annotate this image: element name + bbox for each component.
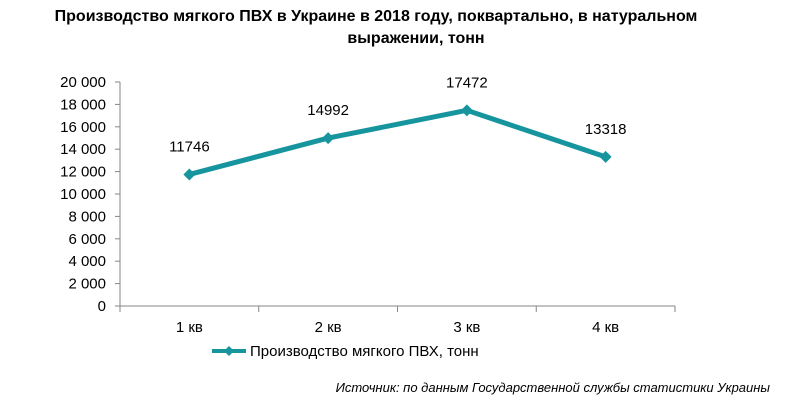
chart-title-line-2: выражении, тонн — [347, 30, 485, 47]
data-point-marker — [460, 104, 473, 117]
y-tick-label: 0 — [98, 298, 106, 315]
y-tick-label: 4 000 — [68, 253, 106, 270]
source-note: Источник: по данным Государственной служ… — [335, 380, 770, 395]
y-tick-label: 14 000 — [60, 141, 106, 158]
y-tick-label: 10 000 — [60, 186, 106, 203]
x-tick-label: 4 кв — [592, 319, 619, 336]
y-tick-label: 20 000 — [60, 74, 106, 91]
x-tick-label: 1 кв — [176, 319, 203, 336]
y-tick-label: 12 000 — [60, 164, 106, 181]
chart-title-line-1: Производство мягкого ПВХ в Украине в 201… — [54, 8, 698, 25]
data-label: 11746 — [169, 138, 210, 155]
y-tick-label: 18 000 — [60, 96, 106, 113]
data-label: 13318 — [585, 121, 627, 138]
data-label: 17472 — [446, 74, 488, 91]
y-tick-label: 6 000 — [68, 231, 106, 248]
data-point-marker — [183, 168, 196, 181]
y-tick-label: 2 000 — [68, 276, 106, 293]
y-tick-label: 16 000 — [60, 119, 106, 136]
series-line — [186, 107, 609, 177]
x-tick-label: 3 кв — [453, 319, 480, 336]
y-tick-label: 8 000 — [68, 208, 106, 225]
data-label: 14992 — [307, 102, 349, 119]
data-point-marker — [599, 150, 612, 163]
x-tick-label: 2 кв — [315, 319, 342, 336]
chart-title: Производство мягкого ПВХ в Украине в 201… — [0, 6, 792, 50]
legend-marker — [224, 346, 234, 356]
data-point-marker — [322, 132, 335, 145]
legend-label: Производство мягкого ПВХ, тонн — [250, 343, 479, 360]
